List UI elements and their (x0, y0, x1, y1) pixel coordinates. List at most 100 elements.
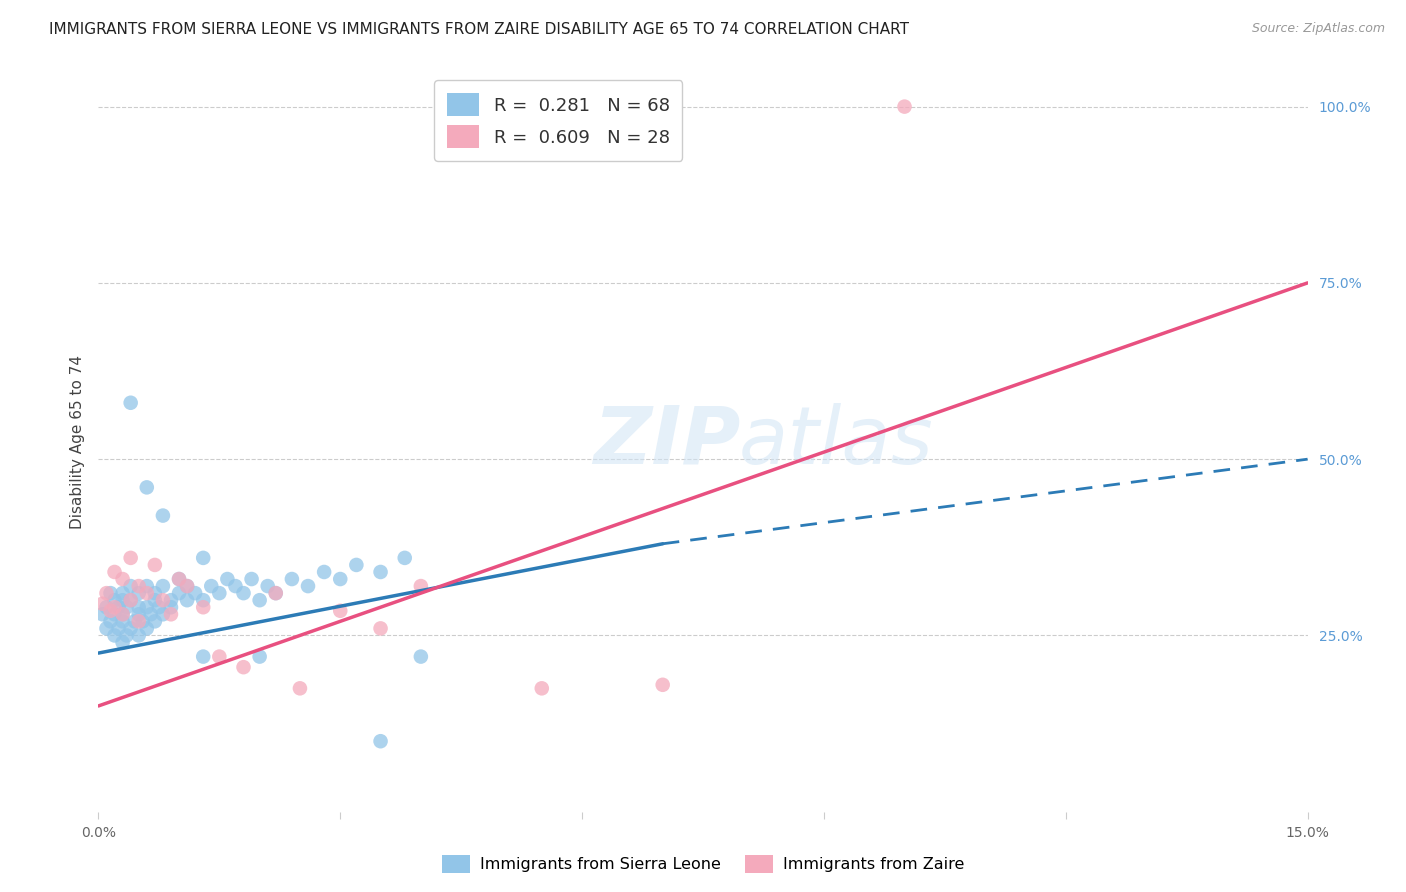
Point (103, 565, 125, 579)
Point (135, 480, 157, 494)
Point (314, 565, 336, 579)
Point (96, 600, 118, 615)
Point (135, 586, 157, 600)
Text: atlas: atlas (738, 402, 934, 481)
Point (249, 649, 271, 664)
Point (128, 628, 150, 642)
Point (96, 586, 118, 600)
Point (111, 593, 134, 607)
Point (152, 607, 174, 622)
Point (160, 593, 183, 607)
Point (530, 681, 553, 696)
Point (193, 649, 215, 664)
Point (111, 607, 134, 622)
Point (132, 615, 155, 629)
Point (128, 579, 150, 593)
Point (100, 586, 122, 600)
Point (143, 558, 166, 572)
Point (128, 607, 150, 622)
Point (893, 100, 915, 114)
Point (152, 579, 174, 593)
Point (107, 600, 129, 615)
Point (370, 734, 392, 748)
Text: ZIP: ZIP (593, 402, 741, 481)
Point (160, 607, 183, 622)
Point (100, 604, 122, 618)
Point (135, 579, 157, 593)
Point (111, 615, 134, 629)
Point (111, 572, 134, 586)
Point (208, 649, 231, 664)
Point (143, 586, 166, 600)
Legend: Immigrants from Sierra Leone, Immigrants from Zaire: Immigrants from Sierra Leone, Immigrants… (436, 848, 970, 880)
Text: IMMIGRANTS FROM SIERRA LEONE VS IMMIGRANTS FROM ZAIRE DISABILITY AGE 65 TO 74 CO: IMMIGRANTS FROM SIERRA LEONE VS IMMIGRAN… (49, 22, 910, 37)
Point (249, 593, 271, 607)
Point (120, 593, 142, 607)
Point (96, 621, 118, 635)
Point (135, 600, 157, 615)
Point (217, 572, 239, 586)
Point (143, 615, 166, 629)
Point (409, 649, 432, 664)
Point (256, 579, 278, 593)
Point (370, 565, 392, 579)
Point (120, 593, 142, 607)
Point (128, 615, 150, 629)
Point (240, 572, 263, 586)
Point (100, 615, 122, 629)
Point (167, 572, 190, 586)
Point (193, 600, 215, 615)
Point (208, 586, 231, 600)
Point (91, 597, 114, 611)
Point (103, 628, 125, 642)
Point (143, 593, 166, 607)
Point (329, 604, 352, 618)
Point (193, 593, 215, 607)
Point (281, 572, 304, 586)
Point (370, 621, 392, 635)
Point (111, 635, 134, 649)
Point (232, 660, 254, 674)
Point (288, 681, 311, 696)
Point (264, 586, 287, 600)
Point (115, 600, 138, 615)
Point (344, 558, 367, 572)
Point (120, 396, 142, 410)
Point (103, 600, 125, 615)
Point (167, 572, 190, 586)
Point (160, 600, 183, 615)
Point (107, 621, 129, 635)
Point (152, 593, 174, 607)
Point (148, 600, 170, 615)
Point (200, 579, 222, 593)
Point (111, 607, 134, 622)
Point (184, 586, 207, 600)
Point (232, 586, 254, 600)
Point (167, 586, 190, 600)
Point (124, 615, 146, 629)
Point (128, 586, 150, 600)
Point (120, 550, 142, 565)
Point (176, 579, 198, 593)
Point (329, 572, 352, 586)
Point (297, 579, 319, 593)
Point (91, 607, 114, 622)
Point (120, 621, 142, 635)
Legend: R =  0.281   N = 68, R =  0.609   N = 28: R = 0.281 N = 68, R = 0.609 N = 28 (434, 80, 682, 161)
Point (139, 607, 162, 622)
Point (394, 550, 416, 565)
Point (128, 600, 150, 615)
Point (224, 579, 246, 593)
Point (135, 621, 157, 635)
Point (152, 508, 174, 523)
Point (103, 593, 125, 607)
Point (111, 586, 134, 600)
Text: Source: ZipAtlas.com: Source: ZipAtlas.com (1251, 22, 1385, 36)
Point (176, 579, 198, 593)
Point (264, 586, 287, 600)
Point (193, 550, 215, 565)
Y-axis label: Disability Age 65 to 74: Disability Age 65 to 74 (69, 354, 84, 529)
Point (409, 579, 432, 593)
Point (103, 607, 125, 622)
Point (120, 579, 142, 593)
